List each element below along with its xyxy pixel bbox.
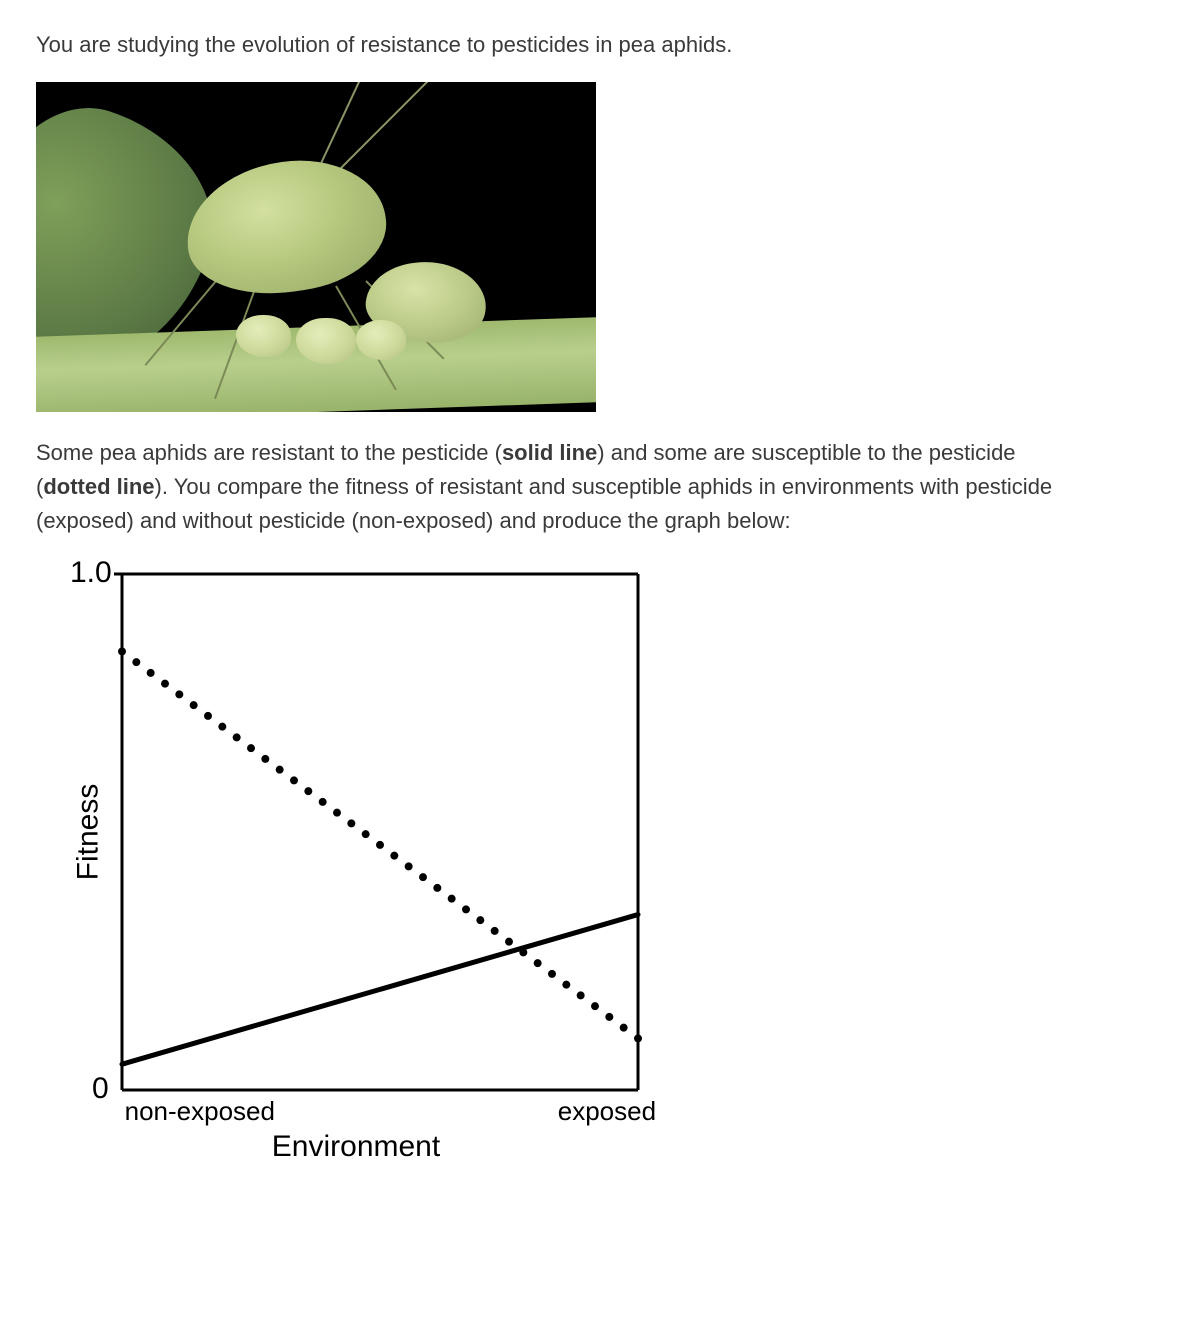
solid-line-label: solid line bbox=[502, 440, 597, 465]
para-part-1: Some pea aphids are resistant to the pes… bbox=[36, 440, 502, 465]
fitness-chart-svg bbox=[36, 558, 676, 1168]
para-part-3: ). You compare the fitness of resistant … bbox=[36, 474, 1052, 533]
fitness-chart: Fitness 1.0 0 non-exposed exposed Enviro… bbox=[36, 558, 676, 1174]
x-axis-label: Environment bbox=[36, 1130, 676, 1164]
x-tick-nonexposed: non-exposed bbox=[125, 1096, 275, 1127]
y-tick-min: 0 bbox=[92, 1072, 109, 1106]
y-tick-max: 1.0 bbox=[70, 556, 112, 590]
intro-text: You are studying the evolution of resist… bbox=[36, 28, 1086, 62]
x-tick-exposed: exposed bbox=[558, 1096, 656, 1127]
dotted-line-label: dotted line bbox=[43, 474, 154, 499]
description-paragraph: Some pea aphids are resistant to the pes… bbox=[36, 436, 1086, 538]
y-axis-label: Fitness bbox=[71, 784, 105, 881]
aphid-photo bbox=[36, 82, 596, 412]
